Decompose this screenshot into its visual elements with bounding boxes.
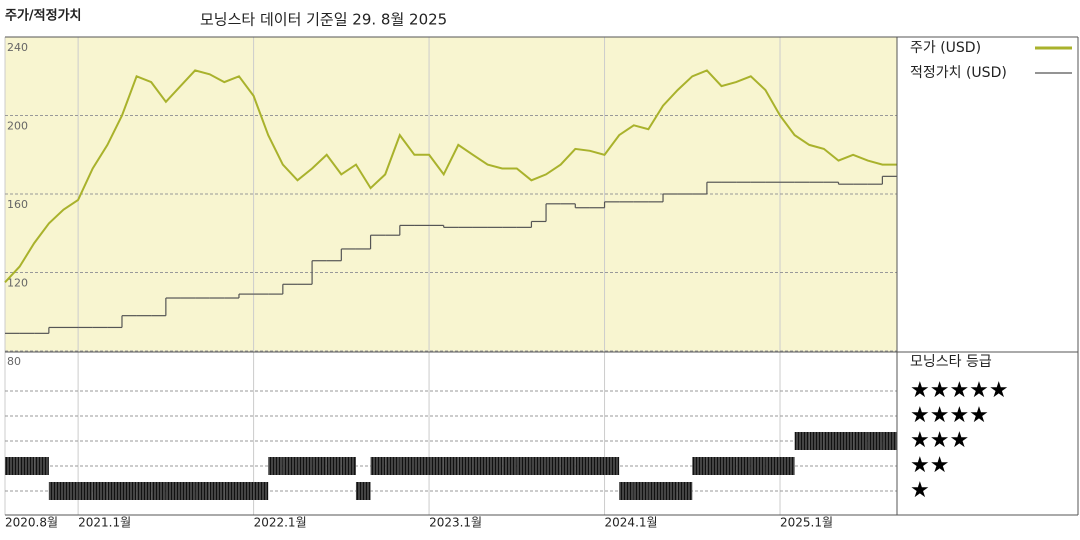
y-tick-label: 240 (7, 41, 28, 54)
rating-bar (589, 457, 605, 475)
rating-bar (619, 482, 634, 500)
rating-bar (253, 482, 269, 500)
rating-bar (92, 482, 108, 500)
y-tick-label: 160 (7, 198, 28, 211)
rating-bar (531, 457, 547, 475)
chart-subtitle: 모닝스타 데이터 기준일 29. 8월 2025 (200, 11, 447, 29)
rating-bar (224, 482, 239, 500)
rating-bar (516, 457, 532, 475)
rating-bar (853, 432, 868, 450)
rating-bar (487, 457, 503, 475)
rating-bar (370, 457, 386, 475)
rating-bar (706, 457, 722, 475)
rating-bar (633, 482, 649, 500)
rating-bar (560, 457, 576, 475)
legend-label: 주가 (USD) (910, 40, 981, 56)
rating-bar (195, 482, 210, 500)
rating-bar (136, 482, 152, 500)
rating-bar (765, 457, 781, 475)
rating-bar (458, 457, 473, 475)
rating-bar (414, 457, 430, 475)
rating-bar (780, 457, 795, 475)
rating-bar (209, 482, 225, 500)
price-line (4, 69, 897, 283)
rating-level-label: ★★★ (910, 428, 969, 453)
rating-bar (809, 432, 824, 450)
rating-level-label: ★★★★★ (910, 378, 1009, 403)
rating-bar (34, 457, 49, 475)
rating-bar (341, 457, 356, 475)
rating-bar (312, 457, 327, 475)
rating-bar (297, 457, 313, 475)
rating-bar (238, 482, 254, 500)
rating-bar (399, 457, 415, 475)
rating-bar (794, 432, 810, 450)
rating-bar (604, 457, 620, 475)
rating-bar (385, 457, 400, 475)
y-tick-label: 200 (7, 120, 28, 133)
rating-bar (882, 432, 897, 450)
rating-bar (575, 457, 590, 475)
rating-bar (429, 457, 444, 475)
rating-bar (721, 457, 737, 475)
rating-bar (750, 457, 766, 475)
x-tick-label: 2021.1월 (78, 516, 131, 530)
rating-bar (282, 457, 298, 475)
rating-bar (326, 457, 342, 475)
rating-bar (151, 482, 166, 500)
chart-title: 주가/적정가치 (5, 8, 82, 24)
rating-level-label: ★★ (910, 453, 949, 478)
rating-bar (165, 482, 181, 500)
x-tick-label: 2022.1월 (254, 516, 307, 530)
rating-bar (19, 457, 35, 475)
rating-bar (268, 457, 283, 475)
rating-bar (677, 482, 693, 500)
rating-bar (472, 457, 488, 475)
rating-bar (78, 482, 93, 500)
rating-bar (546, 457, 561, 475)
x-tick-label: 2020.8월 (5, 516, 58, 530)
rating-bar (355, 482, 371, 500)
rating-bar (692, 457, 707, 475)
x-tick-label: 2025.1월 (780, 516, 833, 530)
rating-bar (5, 457, 20, 475)
rating-bar (180, 482, 196, 500)
rating-bar (867, 432, 883, 450)
x-tick-label: 2023.1월 (429, 516, 482, 530)
rating-bar (736, 457, 751, 475)
rating-bar (648, 482, 664, 500)
rating-bar (443, 457, 459, 475)
rating-bar (838, 432, 854, 450)
rating-legend-title: 모닝스타 등급 (910, 354, 992, 370)
rating-bar (502, 457, 517, 475)
rating-bar (48, 482, 64, 500)
rating-level-label: ★★★★ (910, 403, 989, 428)
rating-bar (121, 482, 137, 500)
y-tick-label: 120 (7, 277, 28, 290)
legend-label: 적정가치 (USD) (910, 65, 1007, 81)
rating-level-label: ★ (910, 478, 930, 503)
x-tick-label: 2024.1월 (605, 516, 658, 530)
rating-bar (63, 482, 79, 500)
rating-bar (107, 482, 122, 500)
y-tick-label: 80 (7, 355, 21, 368)
rating-bar (663, 482, 678, 500)
rating-bar (823, 432, 839, 450)
